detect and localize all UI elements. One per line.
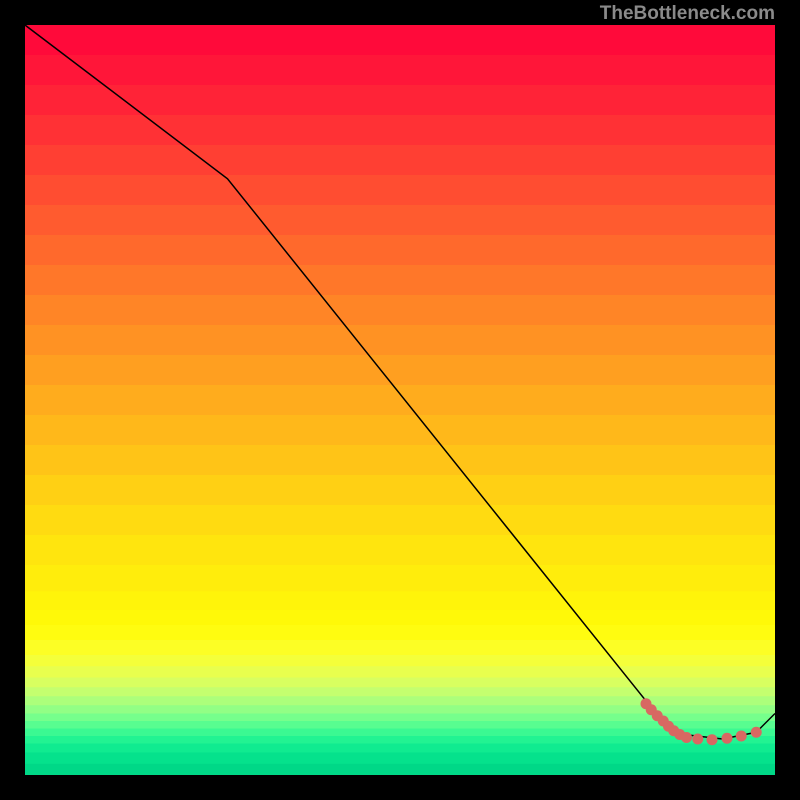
data-marker: [681, 732, 692, 743]
chart-line-overlay: [25, 25, 775, 775]
bottleneck-line: [25, 25, 775, 739]
data-marker: [722, 733, 733, 744]
data-marker: [692, 734, 703, 745]
watermark-text: TheBottleneck.com: [600, 3, 775, 25]
data-marker: [751, 727, 762, 738]
chart-container: [25, 25, 775, 775]
data-marker: [707, 734, 718, 745]
data-marker: [736, 731, 747, 742]
watermark-label: TheBottleneck.com: [600, 3, 775, 24]
